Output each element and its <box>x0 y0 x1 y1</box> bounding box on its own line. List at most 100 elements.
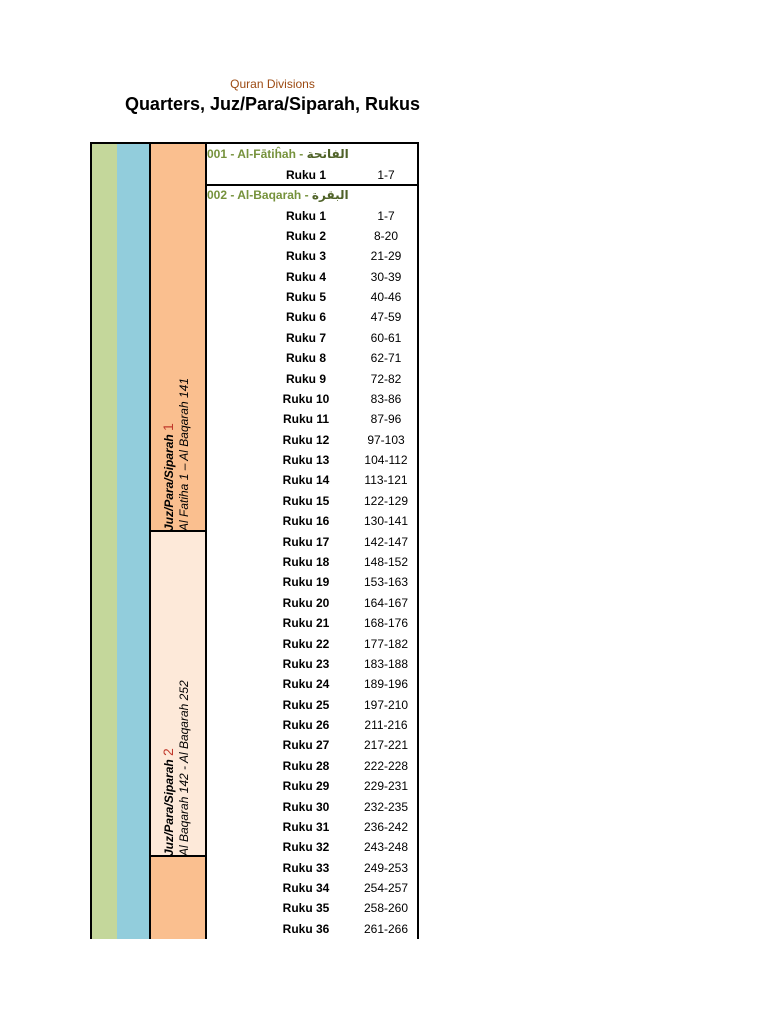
table-row: Ruku 16 130-141 <box>207 511 417 531</box>
ayat-range: 236-242 <box>363 819 409 834</box>
ayat-range: 97-103 <box>367 432 405 447</box>
ruku-label: Ruku 26 <box>282 718 330 732</box>
juz-divider <box>149 530 207 532</box>
ayat-range: 21-29 <box>370 249 402 264</box>
ayat-range: 254-257 <box>363 881 409 895</box>
table-row: Ruku 8 62-71 <box>207 348 417 368</box>
table-row: Ruku 1 1-7 <box>207 206 417 226</box>
ayat-range: 183-188 <box>363 656 409 671</box>
juz-divider <box>149 855 207 857</box>
table-row: Ruku 19 153-163 <box>207 572 417 592</box>
ruku-label: Ruku 11 <box>282 412 330 427</box>
ayat-range: 211-216 <box>364 718 408 732</box>
juz-1-block <box>149 142 207 532</box>
ayat-range: 222-228 <box>363 758 409 773</box>
table-row: Ruku 6 47-59 <box>207 307 417 327</box>
ruku-label: Ruku 7 <box>285 330 326 345</box>
document-title: Quarters, Juz/Para/Siparah, Rukus <box>124 94 421 114</box>
table-row: Ruku 30 232-235 <box>207 797 417 817</box>
ruku-label: Ruku 9 <box>285 371 326 386</box>
ruku-label: Ruku 20 <box>282 595 330 610</box>
ayat-range: 30-39 <box>370 269 402 284</box>
table-row: Ruku 32 243-248 <box>207 837 417 857</box>
surah-name: 002 - Al-Baqarah - <box>207 188 312 202</box>
ruku-label: Ruku 17 <box>282 534 330 549</box>
juz-1-title: Juz/Para/Siparah <box>162 434 176 531</box>
ruku-label: Ruku 34 <box>282 881 330 895</box>
ayat-range: 217-221 <box>363 738 409 753</box>
surah-name: 001 - Al-Fātiĥah - <box>207 147 307 161</box>
ruku-label: Ruku 27 <box>282 738 330 753</box>
ayat-range: 47-59 <box>370 310 402 325</box>
table-row: Ruku 23 183-188 <box>207 654 417 674</box>
table-row: Ruku 21 168-176 <box>207 613 417 633</box>
table-row: Ruku 36 261-266 <box>207 919 417 939</box>
table-row: Ruku 29 229-231 <box>207 776 417 796</box>
ayat-range: 104-112 <box>364 453 408 468</box>
ayat-range: 148-152 <box>363 555 409 569</box>
table-row: Ruku 10 83-86 <box>207 389 417 409</box>
juz-1-label: Juz/Para/Siparah 1 <box>160 423 177 531</box>
table-row: Ruku 22 177-182 <box>207 634 417 654</box>
ayat-range: 261-266 <box>363 921 409 936</box>
ayat-range: 40-46 <box>370 290 402 304</box>
ruku-label: Ruku 28 <box>282 758 330 773</box>
table-row: Ruku 15 122-129 <box>207 491 417 511</box>
table-row: Ruku 12 97-103 <box>207 430 417 450</box>
ayat-range: 153-163 <box>363 575 409 590</box>
surah-arabic-name: البقرة <box>311 188 349 202</box>
ruku-label: Ruku 10 <box>282 391 330 406</box>
ayat-range: 229-231 <box>363 779 409 794</box>
ruku-label: Ruku 29 <box>282 779 330 794</box>
ruku-label: Ruku 32 <box>282 840 330 855</box>
ruku-label: Ruku 8 <box>285 351 326 366</box>
ayat-range: 83-86 <box>370 391 402 406</box>
ayat-range: 60-61 <box>370 330 402 345</box>
table-row: Ruku 33 249-253 <box>207 858 417 878</box>
ayat-range: 197-210 <box>363 697 409 712</box>
ayat-range: 164-167 <box>363 595 409 610</box>
juz-2-range: Al Baqarah 142 - Al Baqarah 252 <box>177 680 191 856</box>
table-row: Ruku 25 197-210 <box>207 695 417 715</box>
ayat-range: 249-253 <box>363 860 409 875</box>
document-subtitle: Quran Divisions <box>230 77 315 91</box>
ruku-label: Ruku 14 <box>282 473 330 488</box>
ruku-label: Ruku 5 <box>285 290 326 304</box>
ayat-range: 177-182 <box>363 636 409 651</box>
ayat-range: 189-196 <box>363 677 409 692</box>
table-row: Ruku 27 217-221 <box>207 735 417 755</box>
ruku-label: Ruku 12 <box>282 432 330 447</box>
ruku-table <box>205 142 419 939</box>
ruku-label: Ruku 19 <box>282 575 330 590</box>
ruku-label: Ruku 2 <box>285 228 326 243</box>
table-row: Ruku 31 236-242 <box>207 817 417 837</box>
ayat-range: 1-7 <box>377 168 395 182</box>
ruku-label: Ruku 6 <box>285 310 326 325</box>
table-row: Ruku 2 8-20 <box>207 226 417 246</box>
ruku-label: Ruku 22 <box>282 636 330 651</box>
table-row: Ruku 3 21-29 <box>207 246 417 266</box>
table-row: Ruku 20 164-167 <box>207 593 417 613</box>
ayat-range: 168-176 <box>363 616 409 631</box>
half-column <box>117 142 151 939</box>
ruku-label: Ruku 15 <box>282 493 330 508</box>
ayat-range: 113-121 <box>364 473 408 488</box>
table-row: Ruku 17 142-147 <box>207 532 417 552</box>
ruku-label: Ruku 36 <box>282 921 330 936</box>
ruku-label: Ruku 18 <box>282 555 330 569</box>
ruku-label: Ruku 1 <box>285 168 326 182</box>
quarter-column <box>90 142 119 939</box>
ayat-range: 142-147 <box>363 534 409 549</box>
ayat-range: 122-129 <box>363 493 409 508</box>
ayat-range: 62-71 <box>370 351 402 366</box>
ayat-range: 72-82 <box>370 371 402 386</box>
ayat-range: 8-20 <box>373 228 399 243</box>
ruku-label: Ruku 1 <box>285 208 326 223</box>
juz-2-block <box>149 530 207 857</box>
table-row: Ruku 18 148-152 <box>207 552 417 572</box>
ayat-range: 243-248 <box>363 840 409 855</box>
ruku-label: Ruku 21 <box>282 616 330 631</box>
ruku-label: Ruku 24 <box>282 677 330 692</box>
surah-header: 001 - Al-Fātiĥah - الفاتحة <box>207 144 349 164</box>
ruku-label: Ruku 33 <box>282 860 330 875</box>
